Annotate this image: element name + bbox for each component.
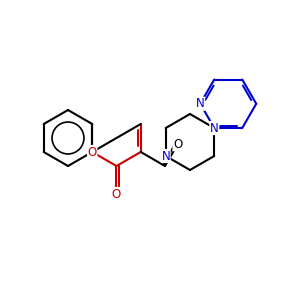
- Text: N: N: [210, 122, 219, 134]
- Text: O: O: [112, 188, 121, 200]
- Text: N: N: [196, 97, 205, 110]
- Text: N: N: [161, 149, 170, 163]
- Text: O: O: [173, 138, 182, 151]
- Text: O: O: [88, 146, 97, 158]
